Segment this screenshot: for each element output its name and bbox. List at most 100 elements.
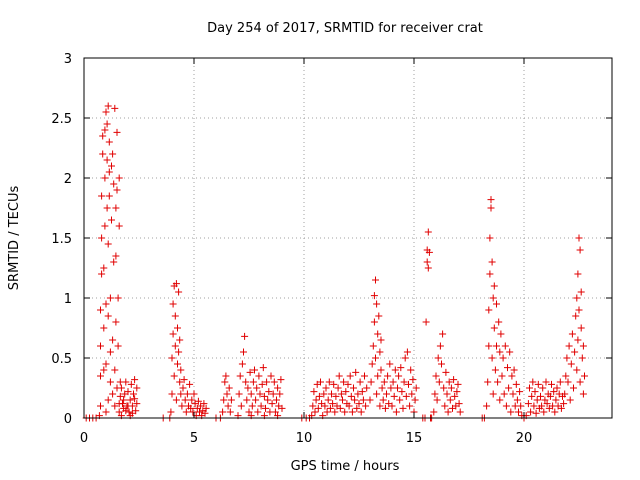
y-tick-label: 2 [64, 172, 72, 187]
data-point [100, 366, 108, 374]
data-point [101, 222, 109, 230]
data-point [377, 366, 385, 374]
x-tick-labels: 0 5 10 15 20 [80, 431, 532, 446]
data-point [358, 388, 366, 396]
data-point [553, 384, 561, 392]
data-point [438, 360, 445, 368]
data-point [112, 318, 120, 326]
y-tick-label: 1 [64, 292, 72, 307]
data-point [171, 312, 179, 320]
data-point [551, 408, 559, 416]
data-point [105, 168, 113, 176]
data-point [556, 378, 564, 386]
data-point [386, 360, 394, 368]
data-point [257, 402, 265, 410]
data-point [400, 378, 408, 386]
data-point [491, 366, 499, 374]
data-point [337, 390, 345, 398]
data-point [98, 234, 106, 242]
data-point [388, 402, 396, 410]
data-point [98, 270, 106, 278]
data-point [490, 282, 498, 290]
data-point [117, 384, 125, 392]
data-point [412, 384, 420, 392]
data-point [397, 364, 405, 372]
data-point [103, 204, 111, 212]
data-point [174, 360, 181, 368]
data-point [561, 390, 569, 398]
data-point [560, 400, 568, 408]
data-point [356, 378, 364, 386]
data-point [246, 368, 254, 376]
data-point [540, 408, 548, 416]
data-point [373, 300, 381, 308]
data-point [408, 390, 416, 398]
data-point [175, 348, 183, 356]
data-point [249, 378, 257, 386]
data-point [575, 306, 583, 314]
data-point [187, 404, 195, 412]
data-point [483, 402, 491, 410]
data-point [227, 396, 235, 404]
data-point [99, 150, 107, 158]
data-point [496, 348, 504, 356]
data-point [104, 240, 112, 248]
data-point [168, 390, 176, 398]
data-point [270, 378, 278, 386]
y-tick-label: 0 [64, 412, 72, 427]
data-point [505, 384, 513, 392]
data-point [181, 396, 189, 404]
data-point [324, 396, 332, 404]
data-point [362, 402, 370, 410]
data-point [389, 378, 397, 386]
data-point [220, 396, 228, 404]
data-point [574, 336, 582, 344]
data-point [110, 258, 118, 266]
data-point [329, 400, 337, 408]
data-point [370, 318, 378, 326]
data-point [533, 396, 541, 404]
data-point [539, 384, 547, 392]
data-point [125, 408, 133, 416]
data-point [268, 400, 276, 408]
data-point [495, 318, 503, 326]
data-point [186, 380, 194, 388]
data-point [390, 392, 398, 400]
data-point [322, 384, 330, 392]
data-point [273, 396, 280, 404]
data-point [573, 294, 581, 302]
data-point [98, 192, 106, 200]
data-point [253, 384, 261, 392]
data-point [109, 150, 117, 158]
data-point [344, 380, 352, 388]
data-point [342, 388, 350, 396]
data-point [262, 404, 269, 412]
y-tick-label: 1.5 [51, 232, 72, 247]
data-point [407, 366, 415, 374]
data-point [402, 392, 410, 400]
grid-lines [84, 58, 612, 418]
data-point [194, 397, 202, 405]
data-point [486, 234, 494, 242]
data-point [487, 196, 495, 204]
data-point [177, 366, 185, 374]
data-point [274, 384, 282, 392]
data-point [488, 258, 496, 266]
data-point [530, 402, 538, 410]
data-point [115, 408, 123, 416]
data-point [271, 408, 279, 416]
data-point [120, 396, 128, 404]
data-point [564, 378, 572, 386]
data-point [131, 376, 139, 384]
data-point [128, 409, 136, 417]
data-point [133, 384, 141, 392]
data-point [572, 312, 580, 320]
data-point [557, 404, 565, 412]
x-tick-label: 20 [516, 431, 533, 446]
data-point [399, 404, 407, 412]
data-point [515, 408, 522, 416]
data-point [115, 174, 123, 182]
data-point [104, 396, 112, 404]
data-point [196, 408, 203, 416]
